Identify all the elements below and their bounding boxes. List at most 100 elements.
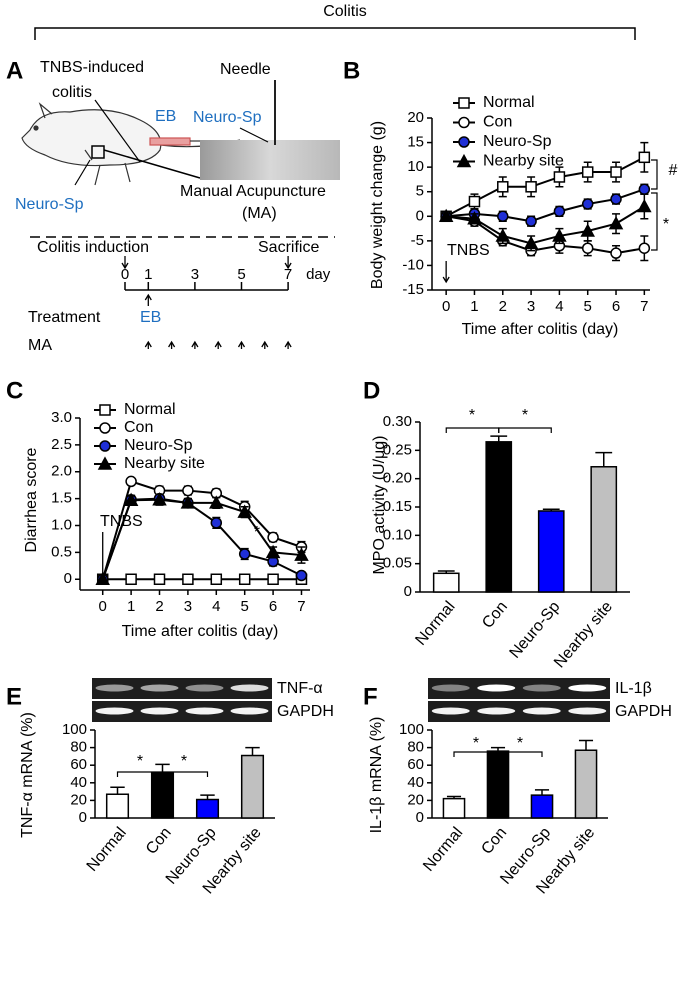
- x-tick-label: 7: [297, 598, 305, 615]
- bar: [574, 749, 598, 819]
- annotation: *: [254, 524, 260, 541]
- bar: [485, 441, 513, 593]
- legend-label: Nearby site: [483, 153, 564, 170]
- y-tick-label: 0: [79, 809, 87, 826]
- gel-band: [140, 684, 179, 692]
- eb-text: EB: [155, 108, 176, 125]
- bar: [442, 797, 466, 819]
- marker: [438, 208, 454, 223]
- series-line: [101, 498, 302, 580]
- x-axis-label: Time after colitis (day): [462, 321, 619, 338]
- y-tick-label: 20: [70, 791, 87, 808]
- arrow-head: [99, 576, 107, 584]
- y-tick-label: 20: [407, 791, 424, 808]
- legend-label: Neuro-Sp: [483, 133, 552, 150]
- y-tick-label: 3.0: [51, 409, 72, 426]
- sig-bracket: [445, 427, 500, 433]
- x-tick-label: 2: [499, 298, 507, 315]
- timeline-label: 1: [144, 266, 152, 283]
- error-bar: [110, 786, 125, 795]
- bar: [530, 794, 554, 819]
- marker: [99, 404, 111, 416]
- paw-photo: [200, 140, 340, 180]
- timeline-label: 3: [191, 266, 199, 283]
- gel-band: [568, 707, 607, 715]
- sig-bracket: [497, 751, 543, 757]
- error-bar: [245, 746, 260, 756]
- marker: [456, 153, 472, 168]
- marker: [238, 548, 251, 560]
- x-tick-label: 6: [612, 298, 620, 315]
- legend-label: Neuro-Sp: [124, 437, 193, 454]
- legend-label: Con: [124, 419, 153, 436]
- x-tick-label: 1: [470, 298, 478, 315]
- y-tick-label: 80: [70, 739, 87, 756]
- gel-band: [185, 684, 224, 692]
- y-tick-label: 15: [407, 134, 424, 151]
- marker: [458, 116, 470, 129]
- y-tick-label: 0.15: [383, 498, 412, 515]
- annotation: *: [517, 735, 523, 752]
- marker: [525, 215, 537, 227]
- bar: [432, 572, 460, 593]
- annotation: *: [473, 735, 479, 752]
- legend-label: Normal: [483, 94, 535, 111]
- error-bar: [534, 789, 550, 796]
- marker: [267, 531, 279, 544]
- gel: [428, 701, 610, 722]
- gel-band: [522, 684, 561, 692]
- timeline-text: Treatment: [28, 309, 101, 326]
- gel: [428, 678, 610, 699]
- marker: [458, 97, 470, 109]
- marker: [553, 171, 566, 183]
- marker: [99, 440, 111, 452]
- x-tick-label: 7: [640, 298, 648, 315]
- marker: [497, 210, 509, 223]
- marker: [638, 242, 651, 254]
- y-tick-label: 40: [407, 774, 424, 791]
- marker: [210, 517, 223, 529]
- acupoint-text: Neuro-Sp: [15, 196, 84, 213]
- marker: [638, 183, 651, 196]
- marker: [153, 573, 166, 585]
- x-tick-label: Normal: [84, 824, 130, 874]
- eb-text: EB: [140, 309, 161, 326]
- y-tick-label: 5: [416, 183, 424, 200]
- y-tick-label: 100: [399, 721, 424, 738]
- y-tick-label: 2.0: [51, 463, 72, 480]
- marker: [294, 547, 309, 561]
- pointer: [239, 127, 269, 143]
- y-tick-label: 1.5: [51, 490, 72, 507]
- marker: [182, 484, 194, 497]
- error-bar: [578, 739, 594, 751]
- x-tick-label: 6: [269, 598, 277, 615]
- marker: [265, 544, 281, 559]
- ma-text: Manual Acupuncture: [180, 183, 326, 200]
- model-text: colitis: [52, 84, 92, 101]
- panel-label: B: [343, 57, 360, 84]
- series: [440, 141, 651, 223]
- y-tick-label: 60: [70, 756, 87, 773]
- y-tick-label: 0: [64, 570, 72, 587]
- timeline-label: 5: [237, 266, 245, 283]
- gel-band: [431, 707, 470, 715]
- gel-band: [185, 707, 224, 715]
- legend-label: Normal: [124, 401, 176, 418]
- series: [440, 183, 651, 227]
- arrow-head: [284, 340, 292, 348]
- panel-label: F: [363, 683, 378, 710]
- marker: [99, 422, 111, 434]
- y-tick-label: 0: [416, 207, 424, 224]
- mouse-sketch: [21, 99, 241, 186]
- bar: [537, 510, 565, 593]
- marker: [497, 181, 509, 193]
- marker: [209, 495, 224, 509]
- bar: [486, 750, 510, 819]
- y-tick-label: -15: [402, 281, 424, 298]
- marker: [468, 195, 481, 208]
- marker: [638, 151, 651, 164]
- bar: [105, 793, 130, 819]
- y-tick-label: 80: [407, 739, 424, 756]
- x-tick-label: 0: [442, 298, 450, 315]
